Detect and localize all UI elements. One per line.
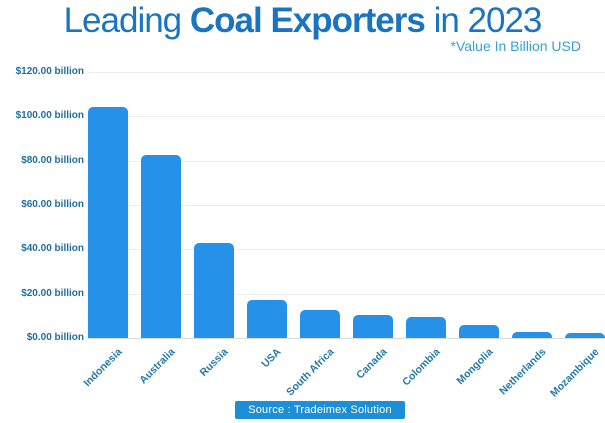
bar-mongolia bbox=[459, 324, 499, 338]
bar-australia bbox=[141, 155, 181, 338]
y-axis-tick-label: $60.00 billion bbox=[21, 199, 84, 210]
y-axis-tick-label: $80.00 billion bbox=[21, 154, 84, 166]
bar-mozambique bbox=[565, 332, 605, 338]
y-axis-tick-label: $120.00 billion bbox=[15, 66, 84, 77]
chart-subtitle: *Value In Billion USD bbox=[450, 38, 581, 54]
gridline-20 bbox=[88, 293, 605, 295]
y-axis-tick-label: $40.00 billion bbox=[21, 243, 84, 255]
bar-south-africa bbox=[300, 310, 340, 338]
gridline-100 bbox=[88, 116, 605, 118]
chart-title-trailing: in 2023 bbox=[424, 1, 543, 40]
y-axis-tick-label: $100.00 billion bbox=[15, 110, 84, 122]
bar-netherlands bbox=[512, 332, 552, 338]
source-badge: Source : Tradeimex Solution bbox=[235, 401, 405, 419]
source-label: Source : Tradeimex Solution bbox=[248, 404, 392, 416]
bar-indonesia bbox=[88, 107, 128, 338]
chart-title: Leading Coal Exporters in 2023 bbox=[0, 1, 605, 41]
plot-area bbox=[88, 72, 605, 339]
bar-colombia bbox=[406, 316, 446, 338]
gridline-80 bbox=[88, 160, 605, 162]
y-axis-tick-label: $0.00 billion bbox=[26, 332, 84, 343]
gridline-120 bbox=[88, 72, 605, 73]
gridline-60 bbox=[88, 205, 605, 206]
bar-usa bbox=[247, 300, 287, 338]
gridline-40 bbox=[88, 249, 605, 251]
chart-title-leading: Leading bbox=[63, 1, 190, 40]
bar-canada bbox=[353, 314, 393, 338]
bar-russia bbox=[194, 242, 234, 338]
gridline-0 bbox=[88, 338, 605, 339]
y-axis-tick-label: $20.00 billion bbox=[21, 287, 84, 299]
chart-title-bold: Coal Exporters bbox=[189, 1, 426, 40]
